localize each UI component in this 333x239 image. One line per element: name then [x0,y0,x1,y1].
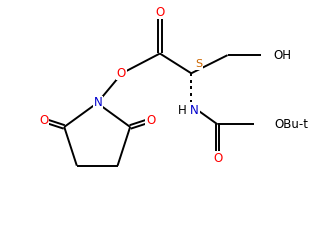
Text: O: O [146,114,155,127]
Text: O: O [155,6,165,19]
Text: O: O [213,152,222,165]
Text: N: N [190,104,199,117]
Text: H: H [177,104,186,117]
Text: O: O [39,114,49,127]
Text: O: O [117,67,126,80]
Text: OH: OH [273,49,291,62]
Text: OBu-t: OBu-t [274,118,308,131]
Text: S: S [195,59,202,69]
Text: N: N [94,97,102,109]
